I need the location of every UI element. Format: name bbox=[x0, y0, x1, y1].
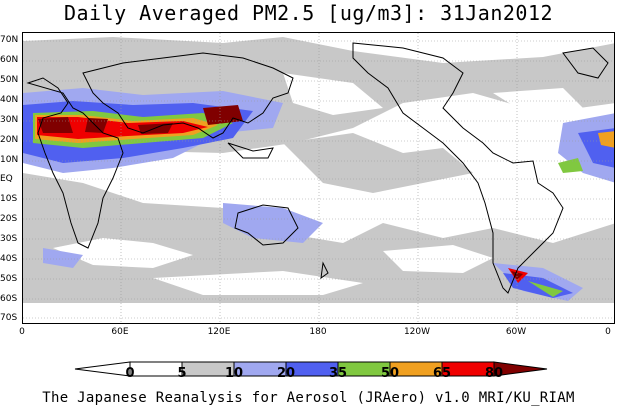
colorbar-segment-1 bbox=[129, 361, 183, 377]
lat-label: 20S bbox=[0, 214, 18, 224]
lat-label: 70S bbox=[0, 313, 18, 323]
lat-label: 60N bbox=[0, 55, 19, 65]
coastlines bbox=[26, 42, 609, 294]
lat-label: EQ bbox=[0, 174, 13, 184]
colorbar-segment-8 bbox=[493, 361, 548, 377]
gridlines bbox=[23, 33, 614, 323]
pm25-map bbox=[22, 32, 615, 324]
lat-label: 20N bbox=[0, 135, 19, 145]
lat-label: 70N bbox=[0, 35, 19, 45]
map-canvas bbox=[23, 33, 614, 323]
colorbar-level: 35 bbox=[328, 366, 348, 381]
lat-label: 10N bbox=[0, 155, 19, 165]
colorbar-level: 50 bbox=[380, 366, 400, 381]
lat-label: 30N bbox=[0, 115, 19, 125]
lon-label: 60W bbox=[505, 327, 527, 337]
colorbar-level: 20 bbox=[276, 366, 296, 381]
lon-label: 0 bbox=[605, 327, 611, 337]
colorbar-level: 80 bbox=[484, 366, 504, 381]
footer-credit: The Japanese Reanalysis for Aerosol (JRA… bbox=[42, 390, 575, 406]
lon-label: 120E bbox=[207, 327, 231, 337]
colorbar-level: 65 bbox=[432, 366, 452, 381]
colorbar-level: 5 bbox=[177, 366, 187, 381]
field-darkred bbox=[38, 105, 523, 280]
colorbar-level: 0 bbox=[125, 366, 135, 381]
colorbar bbox=[74, 361, 548, 377]
lat-label: 50S bbox=[0, 274, 18, 284]
colorbar-segment-0 bbox=[74, 361, 131, 377]
lat-label: 10S bbox=[0, 194, 18, 204]
lat-label: 40N bbox=[0, 95, 19, 105]
lat-label: 50N bbox=[0, 75, 19, 85]
map-title: Daily Averaged PM2.5 [ug/m3]: 31Jan2012 bbox=[63, 1, 554, 25]
lon-label: 120W bbox=[403, 327, 431, 337]
lon-label: 0 bbox=[19, 327, 25, 337]
colorbar-level: 10 bbox=[224, 366, 244, 381]
lat-label: 30S bbox=[0, 234, 18, 244]
lon-label: 180 bbox=[309, 327, 327, 337]
lat-label: 40S bbox=[0, 254, 18, 264]
lat-label: 60S bbox=[0, 294, 18, 304]
lon-label: 60E bbox=[111, 327, 129, 337]
